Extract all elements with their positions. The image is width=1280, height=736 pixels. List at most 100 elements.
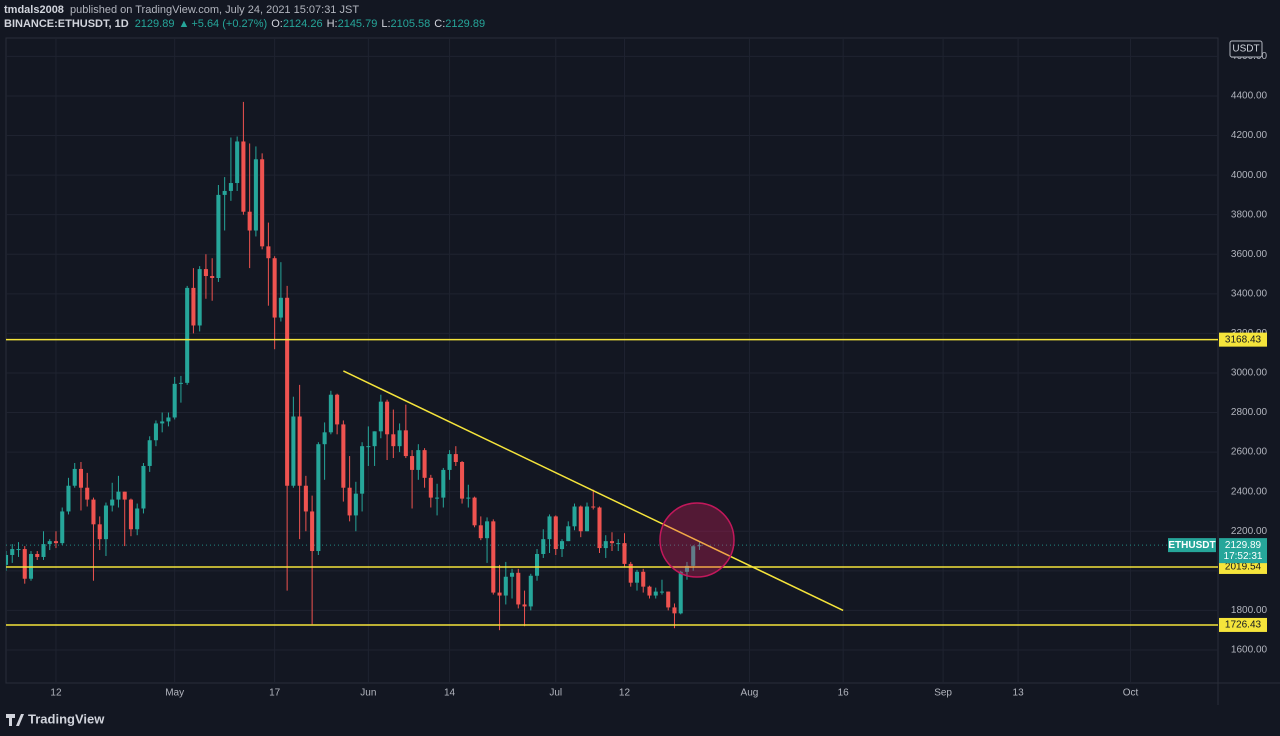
candle-body (135, 508, 140, 530)
x-tick-label: Aug (741, 688, 759, 699)
candle-body (516, 572, 521, 605)
candle-body (628, 563, 633, 583)
candle-body (609, 541, 615, 544)
candle-body (185, 287, 190, 383)
candle-body (166, 417, 171, 422)
candle-body (110, 499, 115, 506)
candle-body (485, 521, 490, 539)
y-tick-label: 4000.00 (1231, 170, 1268, 181)
symbol: BINANCE:ETHUSDT, 1D (4, 18, 129, 30)
currency-badge (1229, 40, 1263, 58)
candle-body (478, 525, 483, 539)
candle-body (653, 591, 658, 596)
candle-body (466, 497, 471, 499)
x-tick-label: Jun (360, 688, 376, 699)
candle-body (322, 432, 327, 445)
candle-body (160, 421, 165, 424)
hline-label-box (1219, 617, 1267, 632)
candle-body (285, 297, 290, 486)
candle-body (410, 456, 415, 470)
legend-line: BINANCE:ETHUSDT, 1D 2129.89 ▲ +5.64 (+0.27%… (4, 18, 485, 30)
candle-body (235, 141, 240, 184)
candle-body (378, 401, 383, 432)
trend-line (343, 370, 844, 612)
change: +5.64 (+0.27%) (191, 18, 267, 30)
hline-label: 1726.43 (1225, 620, 1262, 631)
candle-body (85, 487, 90, 500)
y-tick-label: 2600.00 (1231, 447, 1268, 458)
price: 2129.89 (135, 18, 175, 30)
candle-body (622, 543, 627, 564)
hline-label-box (1219, 332, 1267, 347)
candle-body (210, 276, 215, 278)
candle-body (528, 575, 533, 607)
y-tick-label: 2400.00 (1231, 486, 1268, 497)
candle-body (616, 543, 621, 545)
axes: 1600.001800.002000.002200.002400.002600.… (50, 51, 1267, 699)
candle-body (397, 430, 402, 447)
candle-body (460, 461, 465, 499)
candle-body (191, 287, 196, 326)
symbol-badge (1168, 538, 1216, 553)
candle-body (372, 431, 377, 447)
last-price-box (1219, 538, 1267, 564)
y-tick-label: 4400.00 (1231, 91, 1268, 102)
field-label: C: (434, 18, 445, 30)
candle-body (47, 541, 52, 545)
candle-body (435, 497, 440, 499)
candle-body (472, 497, 477, 526)
candle-body (591, 506, 596, 508)
candle-body (103, 505, 108, 540)
field-label: O: (271, 18, 283, 30)
y-tick-label: 1800.00 (1231, 605, 1268, 616)
candle-body (297, 416, 302, 486)
hline-label-box (1219, 559, 1267, 574)
candle-body (547, 516, 552, 540)
candle-body (53, 541, 59, 544)
candle-body (153, 423, 158, 441)
candle-body (491, 521, 496, 593)
y-tick-label: 3400.00 (1231, 288, 1268, 299)
candle-body (216, 194, 221, 278)
candle-body (634, 571, 640, 583)
candle-body (647, 586, 652, 596)
candle-body (310, 511, 315, 552)
y-tick-label: 1600.00 (1231, 645, 1268, 656)
candle-body (341, 424, 346, 488)
x-tick-label: 13 (1013, 688, 1025, 699)
candle-body (260, 159, 265, 247)
candle-body (416, 450, 421, 470)
candle-body (97, 524, 102, 540)
x-tick-label: Sep (934, 688, 952, 699)
highlight-circle (659, 502, 735, 578)
x-tick-label: 17 (269, 688, 281, 699)
candle-body (222, 190, 227, 195)
candle-body (559, 541, 565, 550)
candle-body (659, 591, 665, 593)
x-tick-label: 12 (619, 688, 631, 699)
candle-body (385, 401, 390, 435)
candle-body (291, 416, 296, 486)
candle-body (360, 446, 365, 494)
candle-body (60, 511, 65, 544)
candle-body (603, 541, 608, 549)
candle-body (22, 549, 27, 579)
grid (6, 38, 1218, 683)
candle-body (597, 507, 602, 549)
candle-body (197, 269, 202, 326)
field-value: 2145.79 (338, 18, 378, 30)
header-title: tmdals2008 published on TradingView.com,… (4, 4, 359, 16)
candle-body (566, 526, 571, 542)
candle-body (447, 454, 452, 470)
candle-body (91, 499, 96, 525)
candle-body (572, 506, 577, 527)
candle-body (41, 544, 46, 557)
candle-body (10, 549, 15, 555)
logo-icon (6, 714, 24, 726)
publish-info: published on TradingView.com, July 24, 2… (70, 4, 359, 16)
field-label: L: (381, 18, 390, 30)
x-tick-label: Jul (549, 688, 562, 699)
candle-body (678, 571, 683, 614)
